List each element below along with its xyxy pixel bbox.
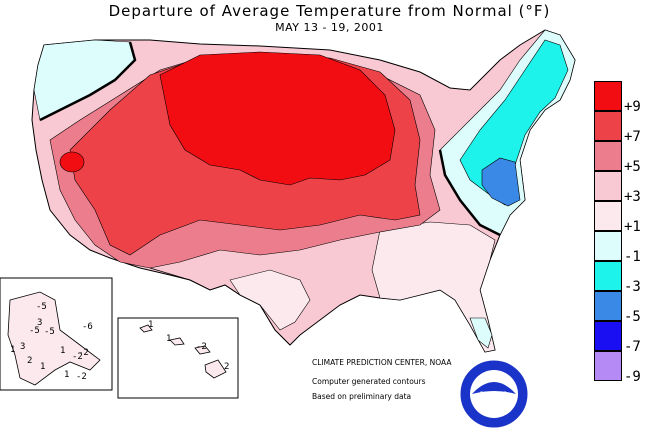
hawaii-islands <box>139 324 227 379</box>
mexico-border <box>149 267 291 346</box>
alaska-label: -5 <box>44 327 55 337</box>
legend-swatch <box>594 291 622 321</box>
alaska-label: -5 <box>36 302 47 312</box>
alaska-outline <box>7 291 101 386</box>
legend-swatch <box>594 111 622 141</box>
hawaii-inset-frame <box>117 317 239 399</box>
legend-label: -7 <box>624 339 641 355</box>
legend-swatch <box>594 231 622 261</box>
legend-row: -9 <box>594 351 659 385</box>
legend-swatch <box>594 351 622 381</box>
legend-swatch <box>594 201 622 231</box>
temperature-legend: +9 +7 +5 +3 +1 -1 -3 -5 -7 -9 <box>594 81 659 385</box>
alaska-label: -6 <box>82 322 93 332</box>
legend-label: +5 <box>624 159 641 175</box>
legend-row: +3 <box>594 171 659 205</box>
legend-label: +1 <box>624 219 641 235</box>
alaska-label: -5 <box>29 326 40 336</box>
credit-center: CLIMATE PREDICTION CENTER, NOAA <box>312 358 452 367</box>
alaska-label: 1 <box>64 370 70 380</box>
plus9-california <box>59 151 85 173</box>
alaska-label: 1 <box>60 346 66 356</box>
hawaii-label: 1 <box>148 320 154 330</box>
legend-row: +7 <box>594 111 659 145</box>
map-date-range: MAY 13 - 19, 2001 <box>275 21 384 34</box>
alaska-label: -2 <box>72 352 83 362</box>
legend-label: -1 <box>624 249 641 265</box>
legend-label: -5 <box>624 309 641 325</box>
minus5-midatlantic <box>481 157 521 207</box>
alaska-label: 2 <box>27 356 33 366</box>
credit-line1: Computer generated contours <box>312 377 426 386</box>
legend-swatch <box>594 81 622 111</box>
alaska-label: 3 <box>37 318 43 328</box>
legend-label: +7 <box>624 129 641 145</box>
legend-row: +9 <box>594 81 659 115</box>
alaska-label: -2 <box>76 372 87 382</box>
legend-row: -3 <box>594 261 659 295</box>
legend-label: -3 <box>624 279 641 295</box>
legend-swatch <box>594 261 622 291</box>
minus1-florida <box>469 317 493 349</box>
legend-swatch <box>594 141 622 171</box>
plus1-southeast <box>371 221 496 353</box>
legend-row: -7 <box>594 321 659 355</box>
hawaii-label: 2 <box>224 362 230 372</box>
alaska-label: 1 <box>40 362 46 372</box>
credit-line2: Based on preliminary data <box>312 392 412 401</box>
legend-label: -9 <box>624 369 641 385</box>
noaa-logo: NOAA <box>459 359 529 429</box>
legend-label: +9 <box>624 99 641 115</box>
legend-swatch <box>594 171 622 201</box>
alaska-label: 3 <box>20 342 26 352</box>
hawaii-label: -2 <box>196 342 207 352</box>
legend-swatch <box>594 321 622 351</box>
hawaii-label: 1 <box>166 334 172 344</box>
legend-row: -5 <box>594 291 659 325</box>
legend-row: -1 <box>594 231 659 265</box>
map-title: Departure of Average Temperature from No… <box>108 2 551 20</box>
zero-contour-east <box>438 149 501 237</box>
legend-row: +5 <box>594 141 659 175</box>
noaa-logo-text: NOAA <box>480 391 509 401</box>
legend-row: +1 <box>594 201 659 235</box>
alaska-label: -2 <box>78 348 89 358</box>
plus9-region <box>159 51 396 186</box>
alaska-label: 1 <box>10 345 16 355</box>
legend-label: +3 <box>624 189 641 205</box>
zero-contour-northwest <box>39 41 137 122</box>
